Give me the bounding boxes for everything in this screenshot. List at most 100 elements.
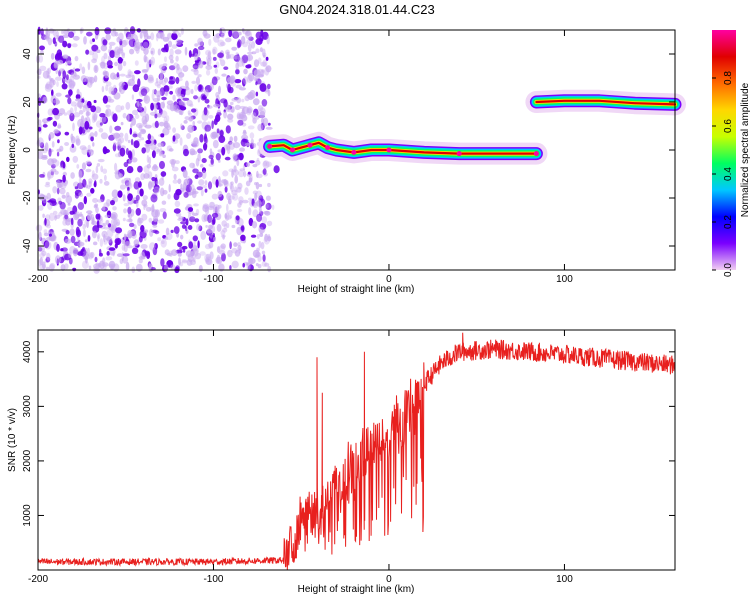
noise-blob <box>216 223 222 232</box>
noise-blob <box>84 219 87 228</box>
noise-blob <box>136 100 140 107</box>
noise-blob <box>88 265 92 270</box>
track-peak <box>351 149 357 155</box>
noise-blob <box>221 220 227 227</box>
noise-blob <box>110 216 117 220</box>
noise-blob <box>198 84 202 91</box>
noise-blob <box>227 77 233 83</box>
noise-blob <box>211 131 218 139</box>
noise-blob <box>66 156 70 162</box>
noise-blob <box>194 53 199 61</box>
track-peak <box>456 151 462 157</box>
noise-blob <box>229 241 232 250</box>
colorbar: 0.0 0.2 0.4 0.6 0.8 Normalized spectral ampl… <box>712 30 750 277</box>
noise-blob <box>226 222 230 229</box>
noise-blob <box>98 128 104 133</box>
noise-blob <box>134 60 139 66</box>
noise-blob <box>183 191 189 198</box>
noise-blob <box>160 133 165 138</box>
noise-blob <box>218 135 226 144</box>
noise-blob <box>68 31 75 38</box>
noise-blob <box>236 159 240 167</box>
noise-blob <box>39 142 45 149</box>
y-tick-label: -40 <box>22 238 33 253</box>
noise-blob <box>148 263 152 271</box>
colorbar-tick-label: 0.6 <box>723 119 734 133</box>
noise-blob <box>247 64 252 68</box>
noise-blob <box>75 93 81 100</box>
noise-blob <box>258 183 263 188</box>
noise-blob <box>169 76 174 80</box>
track-peak <box>533 151 539 157</box>
noise-blob <box>43 232 50 237</box>
noise-blob <box>35 224 43 232</box>
noise-blob <box>179 137 183 146</box>
noise-blob <box>87 235 91 242</box>
noise-blob <box>185 184 192 193</box>
noise-blob <box>147 133 152 141</box>
noise-blob <box>203 33 211 39</box>
noise-blob <box>127 150 132 159</box>
noise-blob <box>155 102 161 110</box>
noise-blob <box>102 39 108 46</box>
noise-blob <box>94 203 99 208</box>
noise-blob <box>175 87 183 96</box>
noise-blob <box>45 181 50 185</box>
x-tick-label: 0 <box>386 274 392 285</box>
noise-blob <box>264 89 270 94</box>
noise-blob <box>131 247 139 254</box>
noise-blob <box>237 218 244 227</box>
colorbar-gradient <box>712 30 736 270</box>
noise-blob <box>177 178 182 185</box>
noise-blob <box>254 78 259 82</box>
noise-blob <box>127 139 131 144</box>
noise-blob <box>164 264 169 272</box>
colorbar-ticks: 0.0 0.2 0.4 0.6 0.8 <box>712 71 734 277</box>
noise-blob <box>64 238 72 244</box>
noise-blob <box>175 55 179 62</box>
noise-blob <box>150 32 155 41</box>
snr-y-axis-label: SNR (10 * v/v) <box>7 408 18 472</box>
noise-blob <box>182 65 189 72</box>
noise-blob <box>68 80 75 89</box>
noise-blob <box>246 262 249 266</box>
noise-blob <box>72 122 75 132</box>
noise-blob <box>134 70 141 75</box>
noise-blob <box>116 72 120 78</box>
noise-blob <box>110 30 117 37</box>
noise-blob <box>232 31 240 39</box>
noise-blob <box>56 81 59 87</box>
noise-blob <box>235 84 242 89</box>
noise-blob <box>167 32 172 39</box>
noise-blob <box>84 76 90 83</box>
noise-blob <box>227 83 232 93</box>
noise-blob <box>231 260 239 269</box>
noise-blob <box>38 231 42 240</box>
noise-blob <box>82 105 89 109</box>
noise-blob <box>178 257 181 266</box>
noise-blob <box>160 258 165 267</box>
y-tick-label: -20 <box>22 190 33 205</box>
noise-blob <box>49 212 55 222</box>
noise-blob <box>260 61 267 67</box>
noise-blob <box>218 85 221 95</box>
noise-blob <box>76 229 81 238</box>
noise-blob <box>198 45 205 51</box>
noise-blob <box>263 160 268 167</box>
noise-blob <box>137 106 145 113</box>
noise-blob <box>86 31 93 37</box>
noise-blob <box>144 250 151 256</box>
noise-blob <box>48 148 52 157</box>
noise-blob <box>192 235 198 242</box>
noise-blob <box>176 42 184 47</box>
noise-blob <box>156 113 162 118</box>
noise-blob <box>253 69 261 77</box>
noise-blob <box>132 133 138 138</box>
noise-blob <box>99 122 103 126</box>
noise-blob <box>53 99 58 104</box>
noise-blob <box>91 58 97 64</box>
noise-blob <box>135 208 141 216</box>
noise-blob <box>166 145 173 152</box>
noise-blob <box>161 240 165 244</box>
noise-blob <box>265 56 269 61</box>
